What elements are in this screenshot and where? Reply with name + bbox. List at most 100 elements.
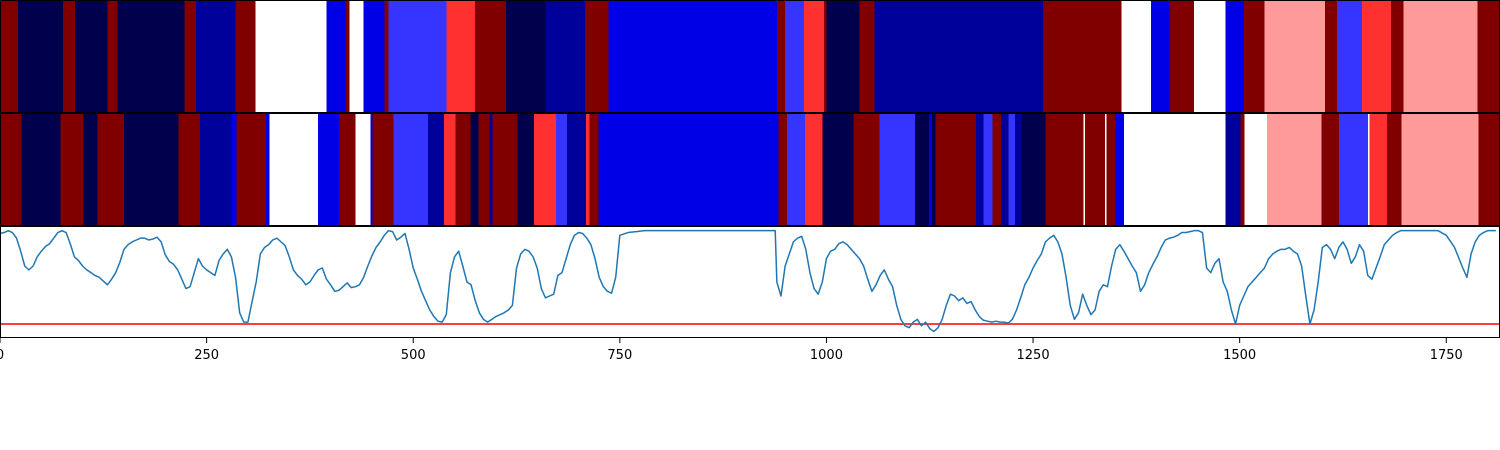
heatmap-bottom-segment-1: [21, 114, 61, 225]
heatmap-bottom-segment-48: [1021, 114, 1046, 225]
heatmap-bottom-segment-44: [992, 114, 1001, 225]
heatmap-top-segment-40: [1390, 1, 1404, 112]
heatmap-bottom-segment-55: [1123, 114, 1226, 225]
heatmap-bottom-segment-31: [598, 114, 779, 225]
heatmap-bottom-segment-35: [822, 114, 854, 225]
heatmap-top-segment-13: [363, 1, 385, 112]
heatmap-bottom-segment-45: [1000, 114, 1009, 225]
heatmap-top-segment-26: [826, 1, 860, 112]
heatmap-bottom-segment-43: [983, 114, 993, 225]
heatmap-top-segment-34: [1225, 1, 1244, 112]
heatmap-top-segment-21: [608, 1, 777, 112]
heatmap-bottom-segment-6: [178, 114, 200, 225]
heatmap-top-segment-25: [823, 1, 827, 112]
x-tick-label: 250: [194, 348, 219, 363]
heatmap-bottom-segment-23: [489, 114, 493, 225]
heatmap-top-segment-42: [1477, 1, 1500, 112]
heatmap-bottom-segment-7: [200, 114, 232, 225]
heatmap-bottom-segment-16: [372, 114, 394, 225]
x-axis: 0 250 500 750 1000 1250 1500 1750: [0, 338, 1463, 363]
heatmap-bottom-segment-57: [1240, 114, 1245, 225]
heatmap-bottom-segment-25: [517, 114, 534, 225]
heatmap-bottom-segment-49: [1045, 114, 1084, 225]
heatmap-bottom-segment-26: [533, 114, 557, 225]
heatmap-bottom-segment-11: [269, 114, 319, 225]
x-tick-label: 500: [401, 348, 426, 363]
heatmap-top-segment-31: [1151, 1, 1170, 112]
x-tick-label: 1250: [1017, 348, 1050, 363]
heatmap-top-segment-33: [1194, 1, 1226, 112]
heatmap-top-segment-3: [75, 1, 108, 112]
heatmap-bottom-segment-12: [318, 114, 339, 225]
heatmap-top-segment-22: [776, 1, 786, 112]
heatmap-bottom-segment-9: [236, 114, 267, 225]
heatmap-bottom-segment-0: [0, 114, 22, 225]
heatmap-top-segment-35: [1243, 1, 1265, 112]
heatmap-bottom-segment-33: [786, 114, 805, 225]
heatmap-top-segment-27: [859, 1, 875, 112]
heatmap-bottom-segment-52: [1104, 114, 1107, 225]
heatmap-top-segment-17: [475, 1, 506, 112]
heatmap-bottom-segment-61: [1338, 114, 1368, 225]
heatmap-bottom-segment-20: [455, 114, 471, 225]
heatmap-top-segment-39: [1361, 1, 1391, 112]
heatmap-bottom-segment-18: [428, 114, 444, 225]
heatmap-bottom-segment-4: [97, 114, 124, 225]
heatmap-bottom-segment-17: [393, 114, 429, 225]
heatmap-top-segment-37: [1324, 1, 1338, 112]
heatmap-bottom-segment-19: [443, 114, 456, 225]
heatmap-top-segment-29: [1042, 1, 1122, 112]
heatmap-bottom-segment-10: [266, 114, 270, 225]
heatmap-bottom-segment-63: [1369, 114, 1387, 225]
heatmap-top-segment-20: [585, 1, 609, 112]
heatmap-top-segment-7: [195, 1, 236, 112]
heatmap-bottom-band: [0, 114, 1500, 225]
heatmap-bottom-segment-8: [231, 114, 237, 225]
heatmap-top-segment-15: [388, 1, 447, 112]
heatmap-top-segment-4: [107, 1, 118, 112]
heatmap-bottom-segment-27: [556, 114, 567, 225]
heatmap-bottom-segment-56: [1225, 114, 1241, 225]
heatmap-bottom-segment-15: [370, 114, 373, 225]
line-plot-panel: 0 250 500 750 1000 1250 1500 1750: [0, 226, 1500, 363]
x-tick-label: 1750: [1430, 348, 1463, 363]
x-tick-label: 1500: [1223, 348, 1256, 363]
heatmap-bottom-segment-14: [355, 114, 371, 225]
heatmap-bottom-segment-64: [1386, 114, 1402, 225]
heatmap-bottom-segment-58: [1244, 114, 1267, 225]
heatmap-top-segment-5: [117, 1, 185, 112]
heatmap-bottom-segment-29: [585, 114, 590, 225]
heatmap-top-segment-10: [326, 1, 346, 112]
heatmap-top-segment-12: [349, 1, 364, 112]
heatmap-top-segment-16: [446, 1, 476, 112]
heatmap-top-segment-19: [545, 1, 586, 112]
heatmap-bottom-segment-13: [338, 114, 356, 225]
heatmap-bottom-segment-54: [1115, 114, 1124, 225]
heatmap-top-segment-14: [384, 1, 389, 112]
heatmap-top-segment-6: [184, 1, 196, 112]
heatmap-bottom-segment-53: [1106, 114, 1116, 225]
heatmap-bottom-segment-59: [1266, 114, 1322, 225]
heatmap-bottom-segment-47: [1014, 114, 1022, 225]
heatmap-bottom-segment-62: [1367, 114, 1370, 225]
heatmap-bottom-segment-66: [1478, 114, 1500, 225]
heatmap-top-segment-9: [255, 1, 327, 112]
heatmap-top-segment-2: [62, 1, 76, 112]
heatmap-bottom-segment-39: [928, 114, 933, 225]
heatmap-bottom-segment-3: [83, 114, 98, 225]
heatmap-top-segment-11: [345, 1, 350, 112]
heatmap-bottom-segment-32: [778, 114, 787, 225]
heatmap-bottom-segment-37: [879, 114, 915, 225]
heatmap-bottom-segment-60: [1321, 114, 1339, 225]
heatmap-top-segment-8: [235, 1, 256, 112]
heatmap-top-band: [0, 1, 1500, 112]
heatmap-bottom-segment-46: [1008, 114, 1015, 225]
heatmap-top-segment-0: [0, 1, 19, 112]
heatmap-bottom-segment-30: [589, 114, 599, 225]
heatmap-top-segment-28: [874, 1, 1043, 112]
heatmap-bottom-segment-34: [804, 114, 823, 225]
series-line: [0, 229, 1496, 333]
heatmap-top-segment-1: [18, 1, 63, 112]
x-tick-label: 750: [607, 348, 632, 363]
